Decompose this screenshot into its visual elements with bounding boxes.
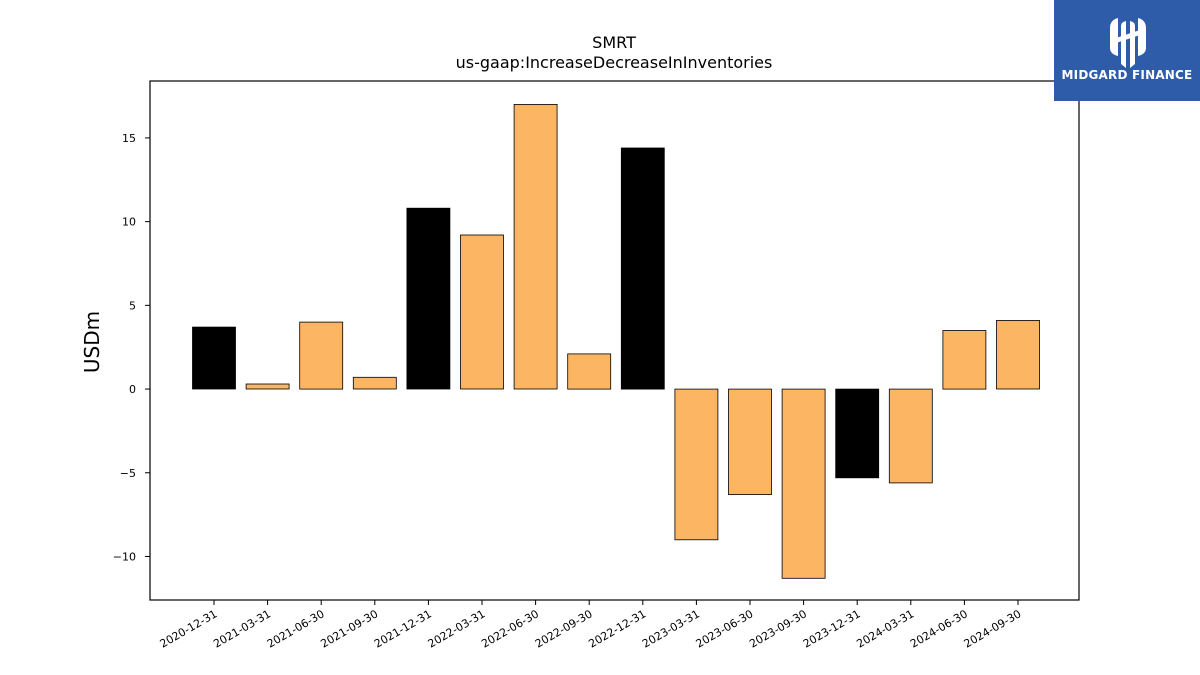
bar-2021-09-30	[352, 376, 397, 390]
bar-2023-09-30	[781, 388, 826, 579]
logo-text: MIDGARD FINANCE	[1061, 68, 1193, 82]
x-tick-label: 2022-09-30	[533, 607, 595, 650]
y-tick-label: −10	[113, 550, 136, 563]
chart-subtitle: us-gaap:IncreaseDecreaseInInventories	[456, 53, 773, 72]
bar-2023-03-31	[674, 388, 719, 541]
x-tick-label: 2022-12-31	[586, 607, 648, 650]
bar-2021-06-30	[299, 321, 344, 390]
y-ticks-group: −10 −5 0 5 10 15	[113, 132, 150, 563]
bar-2021-03-31	[245, 383, 290, 390]
x-tick-label: 2022-03-31	[426, 607, 488, 650]
bar-2023-06-30	[728, 388, 772, 496]
x-ticks-group: 2020-12-312021-03-312021-06-302021-09-30…	[158, 600, 1024, 651]
x-tick-label: 2020-12-31	[158, 607, 220, 650]
x-tick-label: 2021-12-31	[372, 607, 434, 650]
bar-2023-12-31	[835, 388, 880, 479]
y-axis-label: USDm	[80, 311, 104, 373]
x-tick-label: 2021-03-31	[211, 607, 273, 650]
x-tick-label: 2023-03-31	[640, 607, 702, 650]
x-tick-label: 2024-09-30	[962, 607, 1024, 650]
bar-2021-12-31	[406, 207, 451, 390]
bar-2024-03-31	[888, 388, 933, 484]
x-tick-label: 2021-06-30	[265, 607, 327, 650]
bar-2024-09-30	[996, 319, 1040, 390]
y-tick-label: 5	[129, 299, 136, 312]
bar-2022-03-31	[460, 234, 504, 390]
midgard-logo-icon	[1110, 18, 1146, 68]
bar-2020-12-31	[192, 326, 236, 390]
y-tick-label: −5	[120, 467, 136, 480]
x-tick-label: 2021-09-30	[318, 607, 380, 650]
bar-2022-09-30	[567, 353, 612, 390]
y-tick-label: 0	[129, 383, 136, 396]
bar-2022-12-31	[620, 147, 665, 390]
plot-frame	[149, 80, 1080, 601]
x-tick-label: 2022-06-30	[479, 607, 541, 650]
x-tick-label: 2023-12-31	[801, 607, 863, 650]
x-tick-label: 2024-06-30	[908, 607, 970, 650]
x-tick-label: 2023-06-30	[694, 607, 756, 650]
bars-group	[192, 104, 1040, 579]
x-tick-label: 2024-03-31	[854, 607, 916, 650]
x-tick-label: 2023-09-30	[747, 607, 809, 650]
y-tick-label: 10	[122, 216, 136, 229]
midgard-finance-logo: MIDGARD FINANCE	[1054, 0, 1200, 101]
bar-2022-06-30	[513, 104, 558, 390]
y-tick-label: 15	[122, 132, 136, 145]
bar-2024-06-30	[942, 330, 987, 390]
chart-title: SMRT	[592, 33, 636, 52]
